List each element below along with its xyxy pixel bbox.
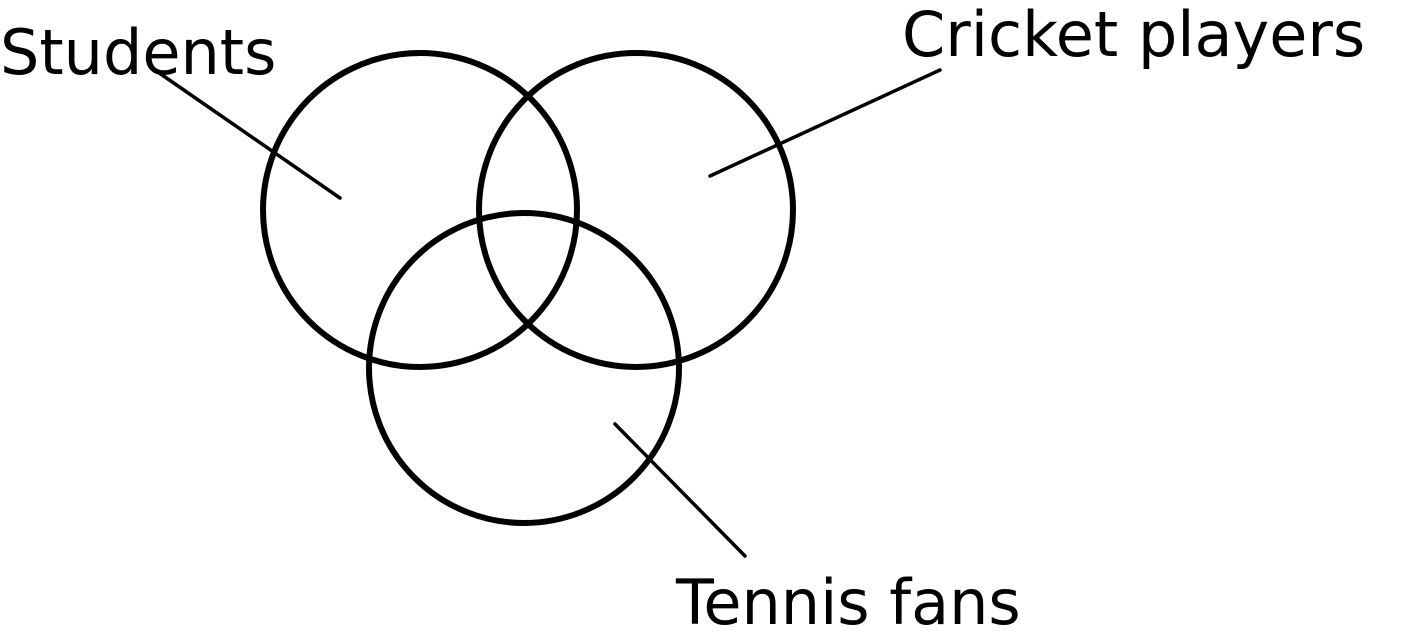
cricket-players-circle xyxy=(476,50,796,370)
tennis-fans-label: Tennis fans xyxy=(675,566,1021,631)
cricket-players-label: Cricket players xyxy=(902,0,1365,71)
labels-group: Students Cricket players Tennis fans xyxy=(0,0,1365,631)
leader-lines-group xyxy=(150,66,942,558)
students-label: Students xyxy=(0,16,276,89)
students-circle xyxy=(260,50,580,370)
tennis-fans-leader-line xyxy=(613,422,747,558)
students-leader-line xyxy=(150,66,342,200)
cricket-players-leader-line xyxy=(708,68,942,178)
tennis-fans-circle xyxy=(366,210,682,526)
circles-group xyxy=(260,50,796,526)
